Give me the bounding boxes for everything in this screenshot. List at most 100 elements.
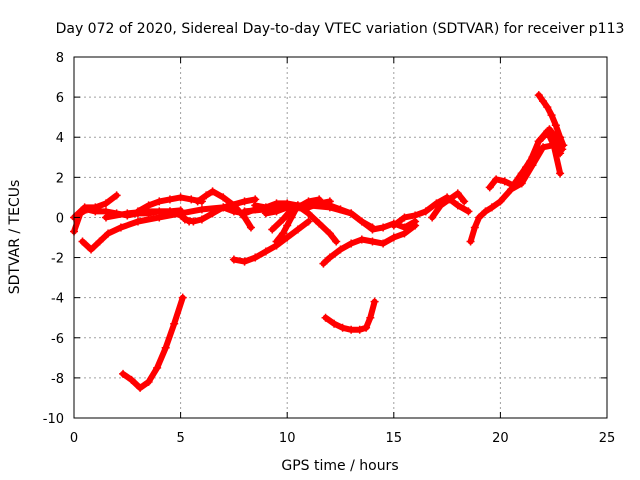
data-point-marker — [293, 201, 302, 210]
data-point-marker — [208, 187, 217, 196]
data-point-marker — [559, 141, 568, 150]
data-point-marker — [208, 209, 217, 218]
data-point-marker — [278, 215, 287, 224]
data-point-marker — [219, 203, 228, 212]
data-point-marker — [119, 369, 128, 378]
y-tick-label: 0 — [56, 211, 64, 226]
data-point-marker — [496, 197, 505, 206]
data-point-marker — [240, 257, 249, 266]
data-point-marker — [357, 217, 366, 226]
data-point-marker — [127, 375, 136, 384]
data-point-marker — [421, 207, 430, 216]
data-point-marker — [180, 215, 189, 224]
data-point-marker — [379, 239, 388, 248]
grid-lines — [74, 57, 607, 418]
data-point-marker — [466, 237, 475, 246]
data-point-marker — [551, 121, 560, 130]
y-tick-label: 2 — [56, 171, 64, 186]
data-point-marker — [336, 205, 345, 214]
data-point-marker — [187, 195, 196, 204]
data-point-marker — [178, 293, 187, 302]
data-point-marker — [464, 207, 473, 216]
data-point-marker — [485, 183, 494, 192]
data-point-marker — [330, 319, 339, 328]
data-point-marker — [357, 235, 366, 244]
x-tick-label: 15 — [386, 431, 403, 446]
series-arc-16 — [322, 298, 378, 333]
data-point-marker — [325, 253, 334, 262]
data-point-marker — [517, 169, 526, 178]
x-tick-label: 20 — [492, 431, 509, 446]
data-point-marker — [283, 233, 292, 242]
y-tick-label: -8 — [51, 372, 64, 387]
series-arc-6 — [120, 294, 186, 391]
data-point-marker — [368, 237, 377, 246]
data-point-marker — [547, 111, 556, 120]
data-point-marker — [315, 219, 324, 228]
data-point-marker — [492, 175, 501, 184]
data-point-marker — [176, 193, 185, 202]
data-point-marker — [453, 189, 462, 198]
data-point-marker — [268, 225, 277, 234]
data-point-marker — [428, 213, 437, 222]
data-point-marker — [80, 203, 89, 212]
data-point-marker — [528, 153, 537, 162]
data-point-marker — [272, 237, 281, 246]
data-point-marker — [304, 209, 313, 218]
data-point-marker — [78, 237, 87, 246]
y-tick-label: 6 — [56, 91, 64, 106]
data-point-marker — [347, 209, 356, 218]
data-point-marker — [251, 201, 260, 210]
data-point-marker — [189, 217, 198, 226]
data-point-marker — [133, 207, 142, 216]
data-point-marker — [338, 323, 347, 332]
data-point-marker — [487, 203, 496, 212]
data-point-marker — [366, 313, 375, 322]
data-point-marker — [287, 213, 296, 222]
data-point-marker — [112, 191, 121, 200]
series-arc-15 — [320, 222, 419, 267]
y-tick-label: -2 — [51, 252, 64, 267]
data-point-marker — [319, 259, 328, 268]
data-point-marker — [545, 125, 554, 134]
series-arc-20 — [467, 142, 564, 245]
data-point-marker — [304, 217, 313, 226]
data-point-marker — [272, 199, 281, 208]
data-point-marker — [240, 197, 249, 206]
data-point-marker — [193, 197, 202, 206]
data-point-marker — [101, 199, 110, 208]
x-tick-label: 5 — [176, 431, 184, 446]
data-point-marker — [176, 211, 185, 220]
data-point-marker — [325, 229, 334, 238]
data-point-marker — [389, 233, 398, 242]
data-point-marker — [229, 255, 238, 264]
data-point-marker — [283, 221, 292, 230]
data-point-marker — [87, 245, 96, 254]
data-point-marker — [251, 253, 260, 262]
data-point-marker — [436, 201, 445, 210]
x-tick-label: 0 — [70, 431, 78, 446]
data-point-marker — [91, 203, 100, 212]
data-point-marker — [347, 239, 356, 248]
data-point-marker — [261, 247, 270, 256]
y-tick-label: -10 — [43, 412, 64, 427]
data-point-marker — [556, 169, 565, 178]
data-point-marker — [539, 97, 548, 106]
data-point-marker — [470, 223, 479, 232]
data-point-marker — [347, 325, 356, 334]
data-point-marker — [534, 137, 543, 146]
data-point-marker — [136, 383, 145, 392]
data-point-marker — [304, 197, 313, 206]
data-point-marker — [500, 177, 509, 186]
data-point-marker — [543, 103, 552, 112]
y-axis-label: SDTVAR / TECUs — [7, 180, 23, 295]
data-point-marker — [246, 223, 255, 232]
data-point-marker — [229, 201, 238, 210]
axis-ticks: 0 5 10 15 20 25 -10 -8 -6 -4 -2 0 2 4 6 8 — [43, 51, 616, 446]
y-tick-label: -4 — [51, 292, 64, 307]
data-point-marker — [197, 205, 206, 214]
data-point-marker — [321, 313, 330, 322]
data-point-marker — [336, 245, 345, 254]
data-point-marker — [539, 133, 548, 142]
data-point-marker — [123, 209, 132, 218]
